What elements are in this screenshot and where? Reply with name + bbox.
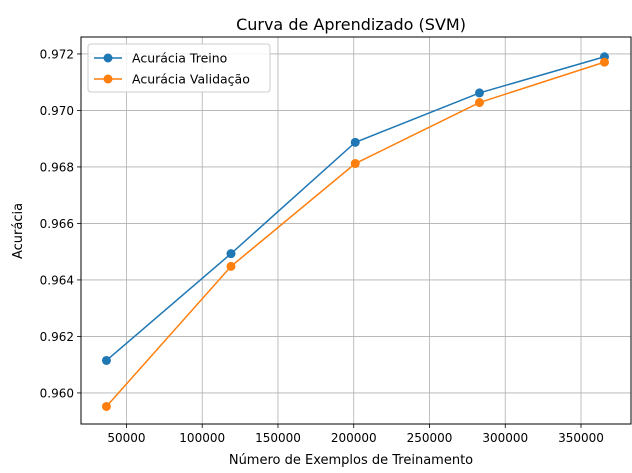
series-line-1 (105, 61, 605, 407)
x-tick-label: 100000 (179, 431, 225, 445)
series-1-point (599, 57, 609, 67)
y-tick-label: 0.970 (40, 104, 74, 118)
series-0-point (101, 355, 111, 365)
series-1-point (226, 261, 236, 271)
x-tick-label: 300000 (482, 431, 528, 445)
y-axis-label: Acurácia (11, 203, 26, 259)
x-tick-label: 50000 (107, 431, 145, 445)
y-tick-label: 0.968 (40, 160, 74, 174)
series-1-point (350, 159, 360, 169)
x-tick-label: 150000 (255, 431, 301, 445)
x-axis-ticks: 50000 100000 150000 200000 250000 300000 35000… (107, 424, 604, 445)
legend-box (87, 43, 271, 93)
series-1-point (101, 401, 111, 411)
y-axis-ticks: 0.960 0.962 0.964 0.966 0.968 0.970 0.972 (40, 47, 81, 400)
y-tick-label: 0.962 (40, 330, 74, 344)
x-tick-label: 200000 (331, 431, 377, 445)
y-tick-label: 0.964 (40, 273, 74, 287)
series-0-point (350, 137, 360, 147)
legend-label-train: Acurácia Treino (132, 51, 227, 66)
x-axis-label: Número de Exemplos de Treinamento (229, 453, 473, 468)
series-1-point (474, 98, 484, 108)
legend-marker-validation (103, 74, 113, 84)
series-layer (101, 52, 609, 411)
chart-title: Curva de Aprendizado (SVM) (236, 15, 466, 34)
plot-frame (80, 36, 632, 425)
legend: Acurácia Treino Acurácia Validação (87, 43, 271, 93)
series-0-point (474, 88, 484, 98)
x-tick-label: 350000 (558, 431, 604, 445)
grid-lines (81, 37, 631, 424)
legend-label-validation: Acurácia Validação (132, 72, 250, 87)
series-0-point (226, 249, 236, 259)
x-tick-label: 250000 (407, 431, 453, 445)
y-tick-label: 0.972 (40, 47, 74, 61)
y-tick-label: 0.966 (40, 217, 74, 231)
y-tick-label: 0.960 (40, 386, 74, 400)
series-line-0 (105, 56, 605, 362)
legend-marker-train (103, 53, 113, 63)
